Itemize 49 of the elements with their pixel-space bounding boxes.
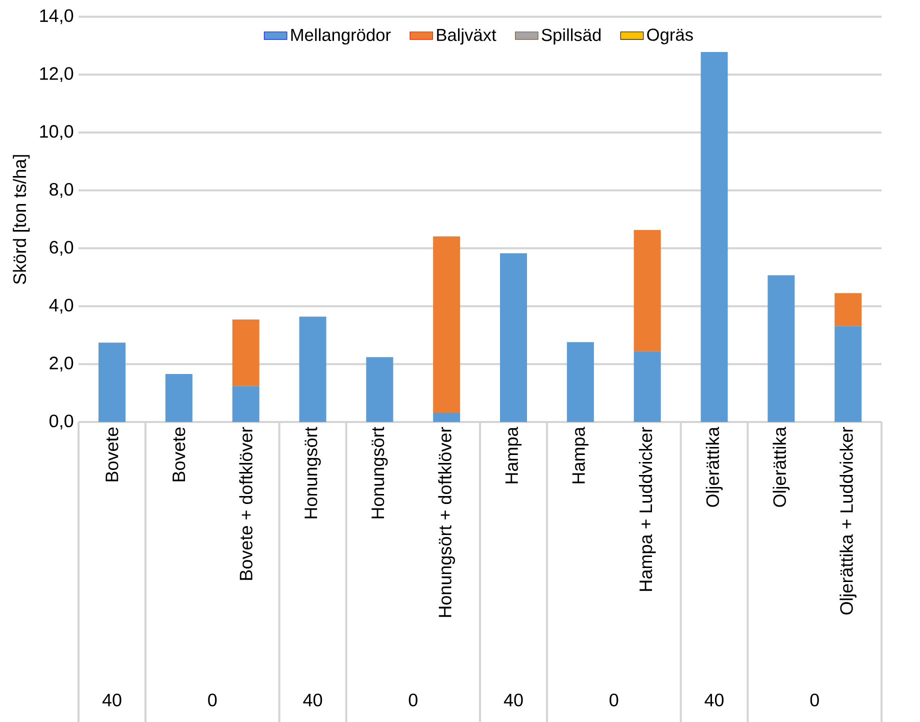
bar [366,357,394,422]
y-tick-label: 8,0 [50,182,74,198]
y-tick-label: 14,0 [40,9,74,24]
bar [768,275,795,422]
y-axis-title: Skörd [ton ts/ha] [12,155,30,284]
bar [566,342,594,422]
x-tick-label: Honungsört [372,426,388,518]
bar [634,351,661,422]
text: 40 [704,694,724,706]
legend-label: Ogräs [647,28,693,44]
bar [98,342,126,422]
x-tick-label: Honungsört [304,426,321,518]
x-tick-label: Hampa [505,426,522,484]
y-tick-label: 0,0 [50,414,74,430]
y-tick-label: 10,0 [40,125,74,140]
text: 0 [810,694,819,706]
bar [500,253,528,422]
x-tick-label: Bovete [172,428,186,482]
bar [433,413,460,422]
text: 40 [504,694,523,706]
bar [232,320,260,386]
text: 40 [102,694,122,706]
x-tick-label: Oljerättika [706,426,723,507]
y-tick-label: 4,0 [49,298,74,314]
legend-label: Spillsäd [542,28,601,45]
x-tick-label: Bovete [106,428,118,482]
x-tick-label: Hampa [572,426,588,484]
bar [433,236,460,414]
x-tick-label: Hampa + Luddvicker [638,427,656,591]
bar [165,374,192,422]
legend-label: Mellangrödor [291,28,391,45]
bar [834,326,862,422]
y-tick-label: 12,0 [40,67,74,82]
text: 0 [408,694,418,706]
text: 0 [610,694,618,706]
bar [834,293,862,326]
bar [299,316,326,422]
bar [232,386,260,422]
y-tick-label: 2,0 [50,356,74,372]
x-tick-label: Oljerättika + Luddvicker [840,427,856,614]
x-tick-label: Honungsört + doftklöver [438,427,455,617]
text: 40 [303,694,322,706]
x-tick-label: Bovete + doftklöver [239,427,252,580]
bar [634,230,661,352]
bar [700,52,728,422]
y-tick-label: 6,0 [50,240,74,256]
legend-label: Baljväxt [437,28,496,45]
text: 0 [208,694,217,706]
x-tick-label: Oljerättika [772,426,790,507]
